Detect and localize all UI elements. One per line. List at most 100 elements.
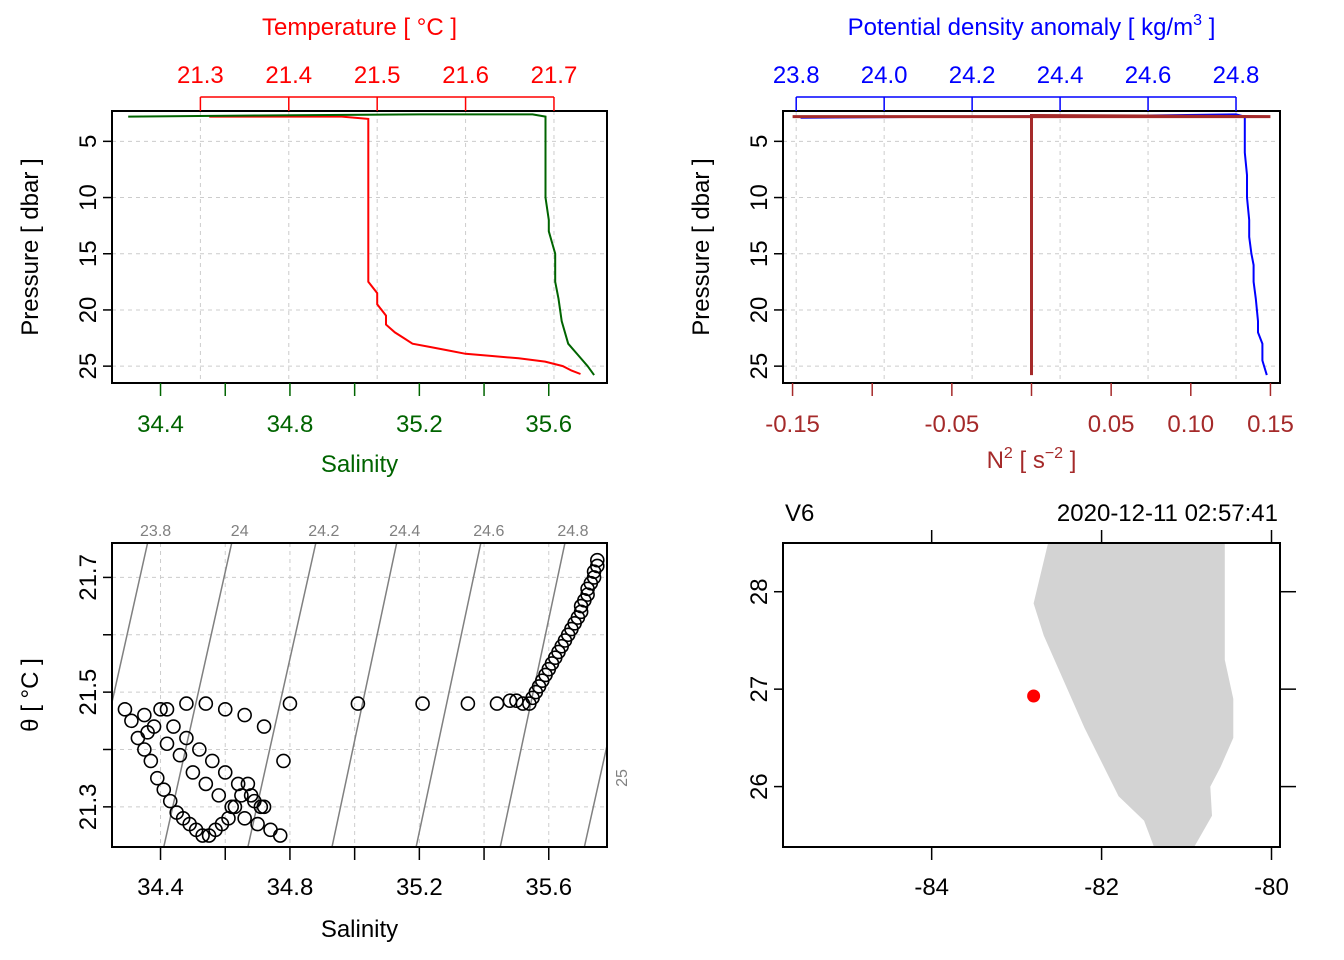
data-point — [217, 702, 233, 717]
data-point — [230, 776, 246, 792]
data-point — [282, 696, 298, 711]
data-point — [256, 719, 272, 734]
data-point — [243, 788, 259, 803]
isopycnal-label: 24.4 — [389, 523, 420, 540]
y-tick-label: 21.7 — [75, 554, 102, 601]
y-tick-label: 21.5 — [75, 669, 102, 716]
data-point — [415, 696, 430, 711]
data-point — [117, 702, 133, 717]
bottom-tick-label: 0.10 — [1167, 411, 1214, 438]
isopycnal-label: 25 — [614, 769, 631, 787]
series-line-1 — [792, 113, 1271, 376]
x-tick-label: 34.8 — [267, 874, 314, 901]
y-tick-label: 15 — [746, 240, 773, 267]
data-point — [149, 770, 165, 786]
land-polygon — [1033, 543, 1234, 847]
y-tick-label: 28 — [746, 578, 773, 605]
isopycnal-line — [499, 543, 566, 847]
isopycnal-line — [112, 543, 149, 706]
x-tick-label: 35.6 — [525, 874, 572, 901]
data-point — [272, 828, 288, 843]
bottom-tick-label: -0.05 — [925, 411, 980, 438]
data-point — [589, 552, 605, 568]
bottom-tick-label: 34.8 — [267, 411, 314, 438]
top-tick-label: 23.8 — [773, 62, 820, 89]
isopycnal-label: 24.6 — [473, 523, 504, 540]
data-point — [140, 724, 155, 740]
bottom-tick-label: -0.15 — [765, 411, 820, 438]
data-point — [204, 753, 220, 769]
data-point — [198, 696, 214, 711]
isopycnal-label: 23.8 — [140, 523, 171, 540]
panel-ts-diagram: 23.8 24 24.2 24.4 24.6 24.8 25 34.4 34.8 35.2 35.6… — [17, 523, 631, 943]
y-tick-label: 10 — [75, 184, 102, 211]
data-point — [460, 696, 476, 711]
data-point — [143, 753, 159, 769]
panel-profile-temperature-salinity: 5 10 15 20 25 Pressure [ dbar ] 21.3 21.4 21.5 21… — [17, 14, 608, 478]
data-point — [153, 702, 168, 717]
data-point — [350, 696, 366, 711]
y-axis-label: Pressure [ dbar ] — [17, 158, 44, 335]
data-point — [124, 713, 139, 729]
top-tick-label: 24.8 — [1213, 62, 1260, 89]
bottom-tick-label: 35.6 — [525, 411, 572, 438]
top-tick-label: 24.0 — [861, 62, 908, 89]
isopycnal-line — [331, 543, 398, 847]
y-tick-label: 25 — [75, 353, 102, 380]
data-point — [172, 747, 188, 763]
station-time: 2020-12-11 02:57:41 — [1057, 500, 1278, 527]
panel-station-map: -84 -82 -80 26 27 28 V6 2020-12-11 02:57:41 — [746, 500, 1296, 901]
y-tick-label: 20 — [75, 297, 102, 324]
y-tick-label: 27 — [746, 676, 773, 703]
data-point — [263, 822, 278, 838]
data-point — [589, 558, 605, 574]
data-point — [276, 753, 291, 769]
y-axis-label: Pressure [ dbar ] — [688, 158, 715, 335]
bottom-tick-label: 35.2 — [396, 411, 443, 438]
y-tick-label: 5 — [746, 135, 773, 148]
top-axis-label: Potential density anomaly [ kg/m3 ] — [848, 12, 1216, 41]
data-point — [211, 788, 227, 803]
top-tick-label: 24.2 — [949, 62, 996, 89]
data-point — [250, 816, 265, 832]
top-tick-label: 24.4 — [1037, 62, 1084, 89]
top-tick-label: 21.3 — [177, 62, 224, 89]
series-line-1 — [128, 113, 595, 376]
data-point — [237, 707, 252, 723]
station-name: V6 — [785, 500, 814, 527]
data-point — [179, 730, 194, 746]
data-point — [217, 765, 233, 780]
series-line-0 — [209, 115, 581, 375]
data-point — [137, 707, 152, 723]
y-tick-label: 25 — [746, 353, 773, 380]
data-point — [256, 799, 272, 815]
y-tick-label: 20 — [746, 297, 773, 324]
x-tick-label: 34.4 — [137, 874, 184, 901]
isopycnal-label: 24.8 — [557, 523, 588, 540]
data-point — [137, 742, 152, 757]
y-tick-label: 10 — [746, 184, 773, 211]
y-tick-label: 15 — [75, 240, 102, 267]
data-point — [195, 828, 210, 843]
data-point — [159, 702, 175, 717]
top-tick-label: 21.7 — [531, 62, 578, 89]
data-point — [192, 742, 207, 757]
bottom-tick-label: 0.15 — [1247, 411, 1294, 438]
isopycnal-label: 24.2 — [308, 523, 339, 540]
data-point — [156, 782, 172, 797]
isopycnal-line — [415, 543, 482, 847]
x-tick-label: -80 — [1254, 874, 1289, 901]
station-marker — [1027, 689, 1041, 703]
data-point — [185, 765, 201, 780]
plot-frame — [111, 110, 608, 384]
y-tick-label: 5 — [75, 135, 102, 148]
bottom-axis-label: Salinity — [321, 451, 398, 478]
data-point — [224, 799, 240, 815]
x-tick-label: 35.2 — [396, 874, 443, 901]
isopycnal-group — [112, 543, 607, 847]
data-point — [489, 696, 505, 711]
y-tick-label: 26 — [746, 773, 773, 800]
plot-frame — [111, 542, 608, 848]
data-point — [166, 719, 181, 734]
